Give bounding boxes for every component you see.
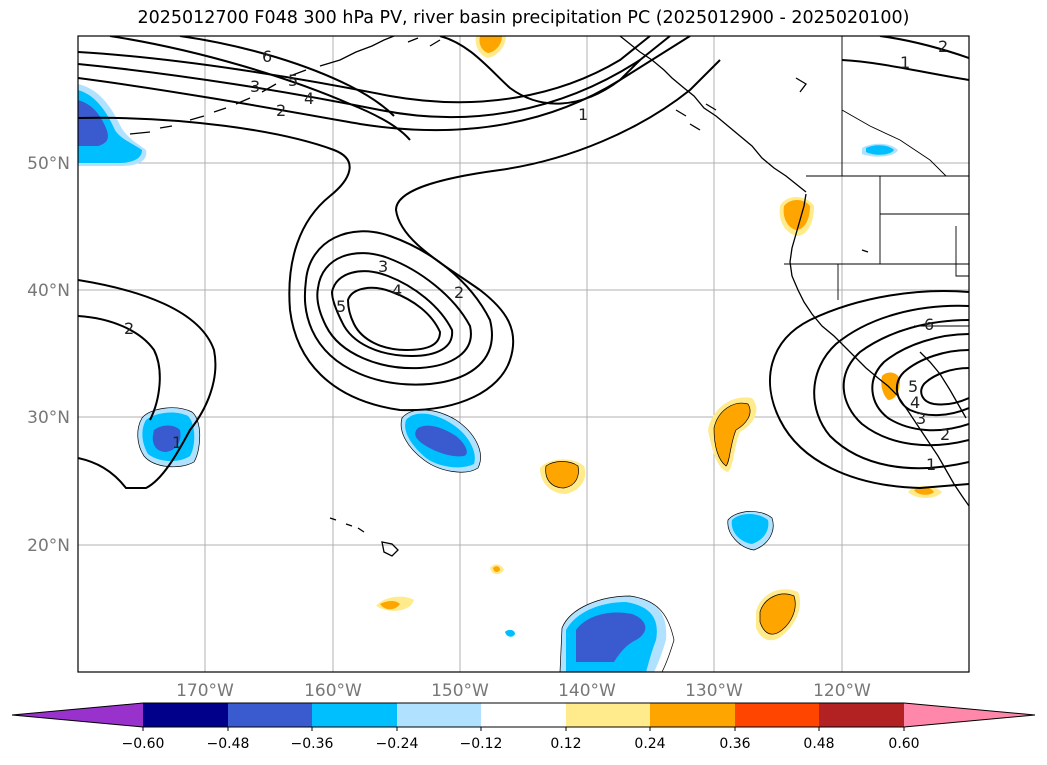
contour-label: 5 bbox=[288, 71, 298, 90]
contour-label: 2 bbox=[454, 283, 464, 302]
political-borders bbox=[784, 36, 969, 327]
gridlines bbox=[78, 36, 969, 672]
lat-tick-label: 20°N bbox=[27, 536, 70, 556]
contour-label: 3 bbox=[378, 257, 388, 276]
contour-labels: 6 5 4 3 2 1 3 4 2 5 2 1 2 1 6 5 4 3 1 2 bbox=[124, 37, 950, 474]
contour-label: 3 bbox=[916, 409, 926, 428]
precip-negative-blobs bbox=[78, 84, 898, 672]
colorbar-tick-label: 0.48 bbox=[803, 736, 834, 752]
colorbar-extend-max bbox=[904, 703, 1035, 727]
colorbar-extend-min bbox=[12, 703, 143, 727]
contour-label: 6 bbox=[262, 47, 272, 66]
colorbar-tick-label: −0.60 bbox=[122, 736, 165, 752]
lon-tick-label: 130°W bbox=[685, 681, 743, 701]
contour-label: 1 bbox=[172, 433, 182, 452]
colorbar-tick-label: 0.60 bbox=[888, 736, 919, 752]
colorbar-segment bbox=[143, 703, 228, 727]
lon-tick-label: 170°W bbox=[176, 681, 234, 701]
colorbar-segment bbox=[312, 703, 397, 727]
contour-label: 3 bbox=[250, 77, 260, 96]
map-panel bbox=[78, 36, 969, 672]
contour-label: 2 bbox=[124, 319, 134, 338]
colorbar-segment bbox=[566, 703, 650, 727]
contour-label: 5 bbox=[336, 297, 346, 316]
map-frame bbox=[77, 35, 970, 673]
colorbar: −0.60 −0.48 −0.36 −0.24 −0.12 0.12 0.24 … bbox=[11, 702, 1036, 752]
colorbar-segment bbox=[650, 703, 735, 727]
colorbar-segment bbox=[819, 703, 904, 727]
colorbar-tick-label: 0.36 bbox=[719, 736, 750, 752]
lat-tick-label: 50°N bbox=[27, 154, 70, 174]
colorbar-segment bbox=[397, 703, 481, 727]
pv-contours bbox=[78, 36, 969, 490]
contour-label: 1 bbox=[578, 105, 588, 124]
colorbar-tick-label: 0.12 bbox=[550, 736, 581, 752]
lat-tick-labels: 20°N 30°N 40°N 50°N bbox=[27, 154, 70, 556]
contour-label: 4 bbox=[304, 89, 314, 108]
lon-tick-label: 140°W bbox=[558, 681, 616, 701]
contour-label: 2 bbox=[940, 425, 950, 444]
contour-label: 5 bbox=[908, 377, 918, 396]
contour-label: 4 bbox=[392, 281, 402, 300]
lat-tick-label: 30°N bbox=[27, 408, 70, 428]
map-title: 2025012700 F048 300 hPa PV, river basin … bbox=[137, 8, 910, 28]
lat-tick-label: 40°N bbox=[27, 281, 70, 301]
precip-positive-blobs bbox=[376, 36, 942, 641]
contour-label: 6 bbox=[924, 315, 934, 334]
coastlines bbox=[129, 36, 969, 557]
contour-label: 2 bbox=[276, 101, 286, 120]
colorbar-tick-label: −0.36 bbox=[291, 736, 334, 752]
lon-tick-label: 120°W bbox=[813, 681, 871, 701]
lon-tick-labels: 170°W 160°W 150°W 140°W 130°W 120°W bbox=[176, 681, 871, 701]
lon-tick-label: 160°W bbox=[304, 681, 362, 701]
colorbar-segment bbox=[228, 703, 312, 727]
contour-label: 1 bbox=[900, 53, 910, 72]
colorbar-tick-label: −0.12 bbox=[460, 736, 503, 752]
blob-outlines bbox=[137, 402, 796, 672]
colorbar-tick-label: 0.24 bbox=[634, 736, 665, 752]
colorbar-tick-label: −0.48 bbox=[207, 736, 250, 752]
colorbar-tick-label: −0.24 bbox=[376, 736, 419, 752]
colorbar-segment bbox=[481, 703, 566, 727]
contour-label: 1 bbox=[926, 455, 936, 474]
lon-tick-label: 150°W bbox=[431, 681, 489, 701]
colorbar-segment bbox=[735, 703, 819, 727]
contour-label: 4 bbox=[910, 393, 920, 412]
contour-label: 2 bbox=[938, 37, 948, 56]
